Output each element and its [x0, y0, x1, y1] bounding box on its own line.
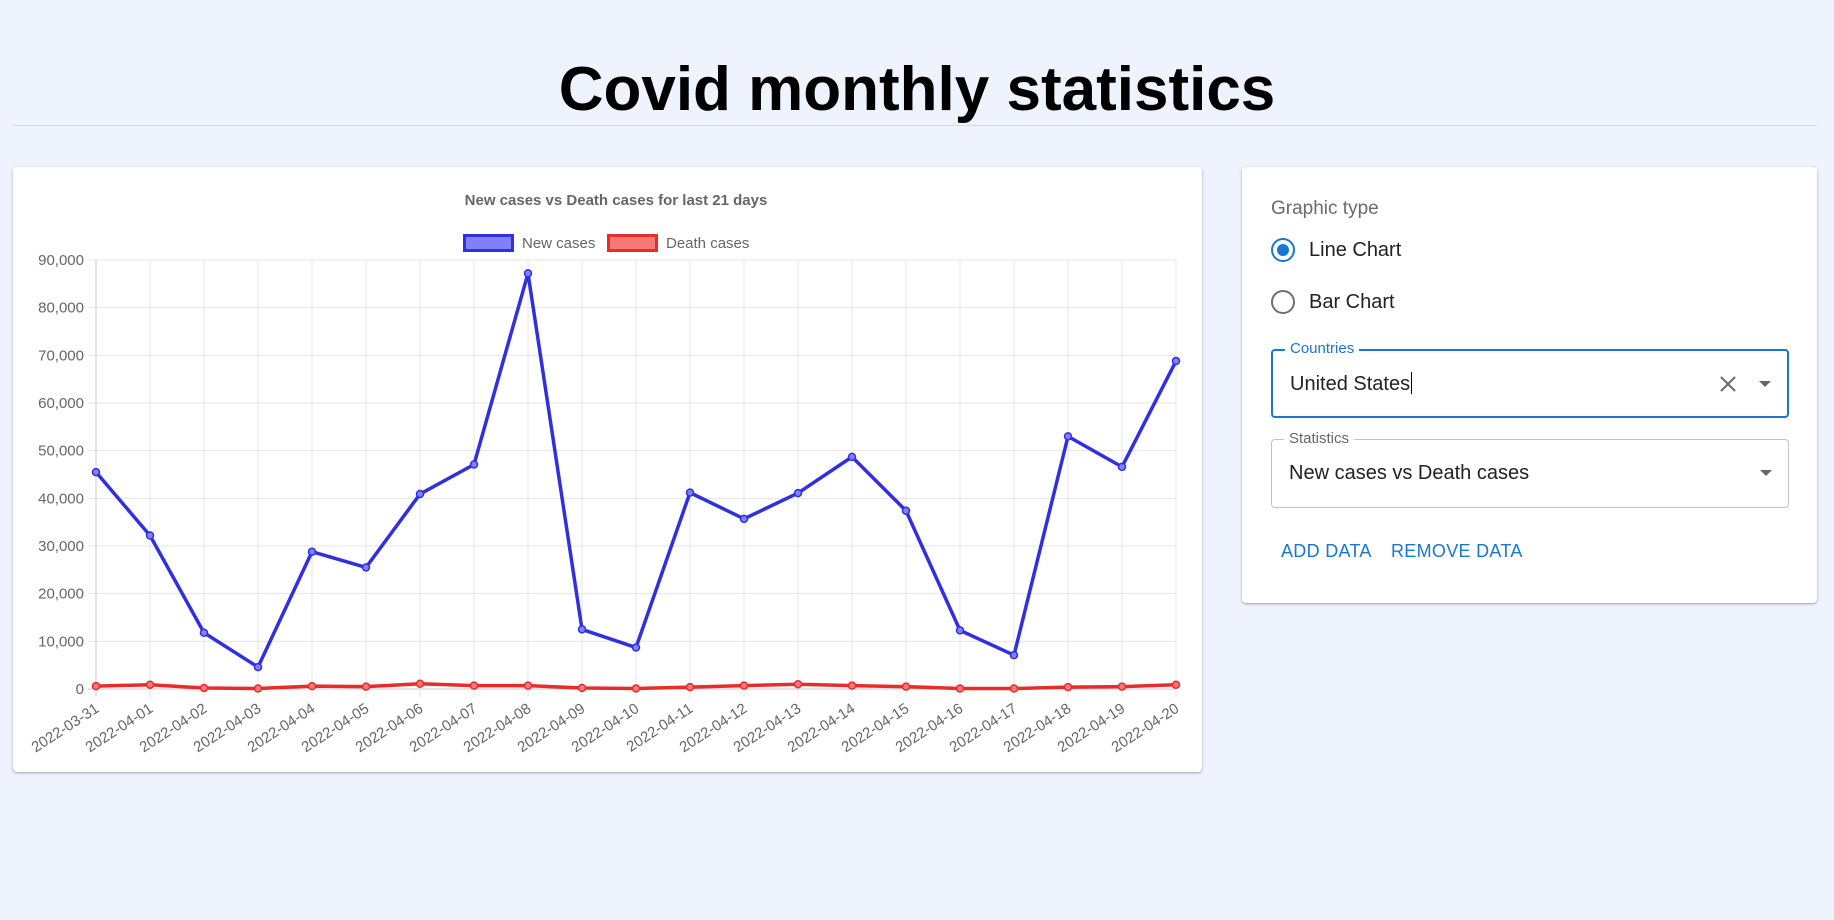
radio-line-chart-label: Line Chart — [1309, 238, 1402, 261]
death-cases-point — [847, 681, 857, 690]
statistics-value: New cases vs Death cases — [1289, 462, 1530, 484]
add-data-button[interactable]: ADD DATA — [1271, 533, 1382, 570]
chart-card: New cases vs Death cases for last 21 day… — [13, 167, 1202, 772]
death-cases-point — [631, 684, 641, 693]
controls-card: Graphic type Line Chart Bar Chart Countr… — [1242, 167, 1817, 603]
death-cases-point — [1009, 684, 1019, 693]
death-cases-point — [307, 681, 317, 691]
death-cases-point — [577, 683, 587, 693]
radio-checked-icon[interactable] — [1271, 238, 1295, 262]
death-cases-point — [955, 684, 965, 693]
y-tick-label: 20,000 — [38, 586, 84, 603]
radio-line-chart[interactable]: Line Chart — [1271, 238, 1401, 262]
death-cases-point — [901, 682, 911, 691]
death-cases-point — [415, 679, 425, 689]
death-cases-point — [199, 683, 209, 693]
statistics-select[interactable]: Statistics New cases vs Death cases — [1271, 430, 1789, 508]
death-cases-point — [253, 684, 263, 693]
new-cases-point — [523, 269, 533, 278]
death-cases-point — [1117, 682, 1127, 691]
title-divider — [13, 125, 1817, 126]
new-cases-point — [415, 489, 425, 499]
new-cases-point — [469, 460, 479, 469]
page-title: Covid monthly statistics — [558, 55, 1276, 124]
new-cases-point — [631, 643, 641, 652]
death-cases-point — [1063, 682, 1073, 692]
radio-bar-chart[interactable]: Bar Chart — [1271, 290, 1395, 314]
y-tick-label: 50,000 — [38, 443, 84, 460]
line-chart: New cases vs Death cases for last 21 day… — [29, 192, 1183, 756]
new-cases-point — [145, 531, 155, 540]
new-cases-point — [793, 488, 803, 498]
radio-unchecked-icon[interactable] — [1271, 290, 1295, 314]
remove-data-button[interactable]: REMOVE DATA — [1381, 533, 1533, 570]
death-cases-point — [145, 680, 155, 689]
death-cases-point — [793, 679, 803, 689]
y-tick-label: 70,000 — [38, 347, 84, 364]
new-cases-point — [1117, 462, 1127, 472]
new-cases-point — [361, 563, 371, 572]
new-cases-point — [577, 625, 587, 634]
new-cases-point — [739, 514, 749, 524]
death-cases-point — [469, 681, 479, 690]
y-tick-label: 90,000 — [38, 252, 84, 269]
statistics-label: Statistics — [1284, 430, 1355, 448]
clear-icon[interactable] — [1717, 373, 1739, 395]
new-cases-point — [1009, 650, 1019, 660]
y-tick-label: 10,000 — [38, 633, 84, 650]
countries-label: Countries — [1285, 340, 1360, 358]
y-tick-label: 40,000 — [38, 490, 84, 507]
new-cases-point — [847, 452, 857, 462]
new-cases-point — [955, 626, 965, 635]
chevron-down-icon[interactable] — [1759, 381, 1771, 387]
death-cases-point — [685, 682, 695, 692]
new-cases-point — [253, 662, 263, 672]
y-tick-label: 60,000 — [38, 395, 84, 412]
countries-autocomplete[interactable]: Countries United States — [1271, 340, 1789, 418]
death-cases-point — [361, 682, 371, 691]
y-tick-label: 30,000 — [38, 538, 84, 555]
graphic-type-label: Graphic type — [1271, 198, 1379, 219]
new-cases-point — [91, 467, 101, 477]
new-cases-point — [901, 506, 911, 515]
death-cases-point — [739, 681, 749, 690]
y-tick-label: 0 — [76, 681, 84, 698]
new-cases-point — [1171, 356, 1181, 366]
death-cases-point — [91, 681, 101, 691]
y-tick-label: 80,000 — [38, 300, 84, 317]
chart-title: New cases vs Death cases for last 21 day… — [465, 192, 768, 209]
new-cases-point — [1063, 432, 1073, 441]
death-cases-point — [1171, 680, 1181, 689]
chevron-down-icon[interactable] — [1760, 470, 1772, 476]
death-cases-point — [523, 681, 533, 690]
legend-label: New cases — [522, 235, 595, 252]
legend-swatch — [463, 234, 514, 252]
legend-label: Death cases — [666, 235, 749, 252]
new-cases-point — [199, 628, 209, 638]
new-cases-point — [307, 547, 317, 556]
text-caret — [1411, 372, 1413, 395]
legend-swatch — [607, 234, 658, 252]
new-cases-point — [685, 488, 695, 497]
radio-bar-chart-label: Bar Chart — [1309, 290, 1395, 313]
countries-value: United States — [1290, 373, 1411, 395]
countries-input[interactable]: United States — [1290, 372, 1413, 396]
